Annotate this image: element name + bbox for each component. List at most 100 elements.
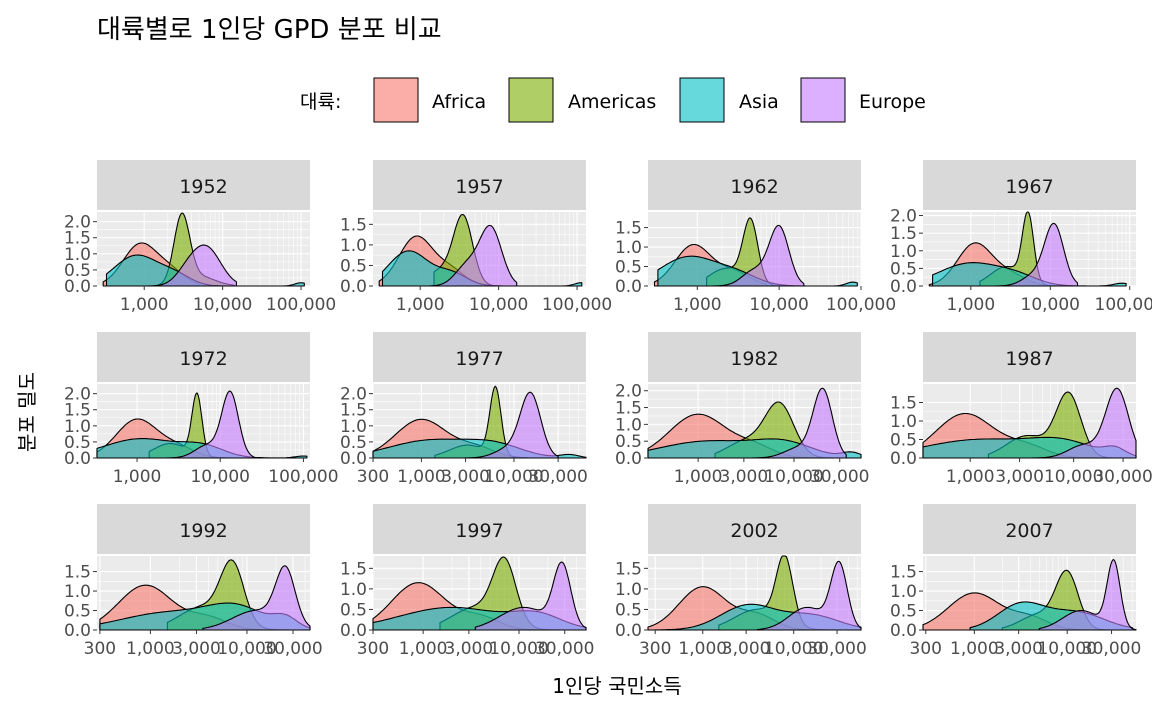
y-tick-label: 0.0 [615, 621, 642, 641]
legend-key-americas [508, 77, 554, 123]
density-europe-1982 [743, 387, 847, 459]
y-tick-label: 1.5 [64, 563, 91, 583]
strip-label-1982: 1982 [730, 348, 778, 370]
x-tick-label: 30,000 [535, 639, 594, 659]
legend-item-africa: Africa [373, 77, 486, 123]
y-tick-label: 2.0 [890, 207, 917, 227]
y-tick-label: 1.5 [890, 224, 917, 244]
y-tick-label: 0.0 [890, 621, 917, 641]
y-tick-label: 1.0 [64, 582, 91, 602]
strip-label-1967: 1967 [1005, 176, 1053, 198]
x-tick-label: 100,000 [268, 467, 338, 487]
y-tick-label: 1.0 [64, 245, 91, 265]
strip-1972 [97, 332, 310, 382]
y-tick-label: 0.5 [64, 433, 91, 453]
y-tick-label: 1.0 [890, 412, 917, 432]
strip-label-2002: 2002 [730, 520, 778, 542]
x-tick-label: 10,000 [1021, 295, 1080, 315]
y-tick-label: 0.5 [340, 600, 367, 620]
y-tick-label: 1.5 [890, 563, 917, 583]
y-tick-label: 0.5 [615, 600, 642, 620]
density-europe-1952 [142, 244, 237, 287]
y-tick-label: 1.5 [64, 229, 91, 249]
density-europe-1992 [202, 565, 311, 631]
y-tick-label: 1.0 [615, 580, 642, 600]
strip-label-1987: 1987 [1005, 348, 1053, 370]
y-tick-label: 0.5 [340, 256, 367, 276]
legend-key-africa [373, 77, 419, 123]
panel-1967: 1967 0.00.51.01.52.0 1,000 10,000 100,000 [890, 160, 1152, 315]
x-tick-label: 100,000 [826, 295, 896, 315]
x-tick-label: 10,000 [489, 639, 548, 659]
strip-label-1997: 1997 [455, 520, 503, 542]
x-tick-label: 1,000 [399, 639, 448, 659]
x-tick-label: 10,000 [764, 467, 823, 487]
y-tick-label: 1.0 [340, 580, 367, 600]
y-tick-label: 1.0 [64, 417, 91, 437]
y-tick-label: 2.0 [615, 382, 642, 402]
y-tick-label: 0.0 [64, 621, 91, 641]
x-tick-label: 30,000 [528, 467, 587, 487]
y-axis-title: 분포 밀도 [15, 372, 39, 452]
panel-1972: 1972 0.00.51.01.52.0 1,000 10,000 100,000 [64, 332, 339, 487]
x-axis-title: 1인당 국민소득 [552, 674, 681, 698]
x-tick-label: 1,000 [946, 295, 995, 315]
y-tick-label: 1.5 [615, 219, 642, 239]
x-tick-label: 1,000 [126, 639, 175, 659]
density-europe-1957 [428, 224, 518, 287]
density-europe-1987 [1025, 387, 1137, 459]
x-tick-label: 3,000 [441, 467, 490, 487]
y-tick-label: 2.0 [64, 213, 91, 233]
x-tick-label: 1,000 [113, 467, 162, 487]
x-tick-label: 10,000 [469, 295, 528, 315]
x-tick-label: 1,000 [673, 295, 722, 315]
strip-1962 [648, 160, 861, 210]
density-europe-2002 [756, 560, 862, 631]
legend-label-africa: Africa [432, 91, 486, 113]
x-tick-label: 100,000 [542, 295, 612, 315]
x-tick-label: 300 [639, 639, 671, 659]
y-tick-label: 1.5 [340, 215, 367, 235]
y-tick-label: 1.0 [890, 242, 917, 262]
x-tick-label: 10,000 [217, 639, 276, 659]
legend-title: 대륙: [300, 91, 341, 113]
y-tick-label: 1.5 [615, 559, 642, 579]
y-tick-label: 1.0 [615, 238, 642, 258]
density-europe-1997 [474, 561, 587, 631]
x-tick-label: 3,000 [172, 639, 221, 659]
x-tick-label: 1,000 [946, 467, 995, 487]
x-tick-label: 3,000 [720, 467, 769, 487]
x-tick-label: 300 [357, 467, 389, 487]
y-tick-label: 2.0 [340, 385, 367, 405]
y-tick-label: 0.0 [340, 277, 367, 297]
y-tick-label: 0.0 [890, 449, 917, 469]
legend-item-americas: Americas [508, 77, 656, 123]
x-tick-label: 10,000 [190, 467, 249, 487]
strip-1992 [97, 504, 310, 554]
y-tick-label: 0.0 [64, 449, 91, 469]
y-tick-label: 1.0 [890, 582, 917, 602]
y-tick-label: 2.0 [64, 385, 91, 405]
y-tick-label: 0.5 [64, 261, 91, 281]
y-tick-label: 0.0 [64, 277, 91, 297]
y-tick-label: 0.5 [64, 602, 91, 622]
panel-1952: 1952 0.00.51.01.52.0 1,000 10,000 100,000 [64, 160, 336, 315]
strip-label-1992: 1992 [179, 520, 227, 542]
strip-1987 [923, 332, 1136, 382]
y-tick-label: 0.5 [340, 433, 367, 453]
panel-1992: 1992 0.00.51.01.5 300 1,0003,00010,00030,00… [64, 504, 323, 659]
panel-2002: 2002 0.00.51.01.5 300 1,0003,00010,00030,00… [615, 504, 867, 659]
chart-title: 대륙별로 1인당 GPD 분포 비교 [97, 15, 442, 45]
x-tick-label: 10,000 [1037, 639, 1096, 659]
y-tick-label: 1.0 [340, 236, 367, 256]
x-tick-label: 300 [84, 639, 116, 659]
y-tick-label: 1.5 [615, 399, 642, 419]
panel-1977: 1977 0.00.51.01.52.0 300 1,0003,00010,00030… [340, 332, 588, 487]
legend-item-europe: Europe [800, 77, 926, 123]
x-tick-label: 10,000 [1044, 467, 1103, 487]
x-tick-label: 1,000 [396, 295, 445, 315]
strip-2007 [923, 504, 1136, 554]
y-tick-label: 0.0 [890, 277, 917, 297]
